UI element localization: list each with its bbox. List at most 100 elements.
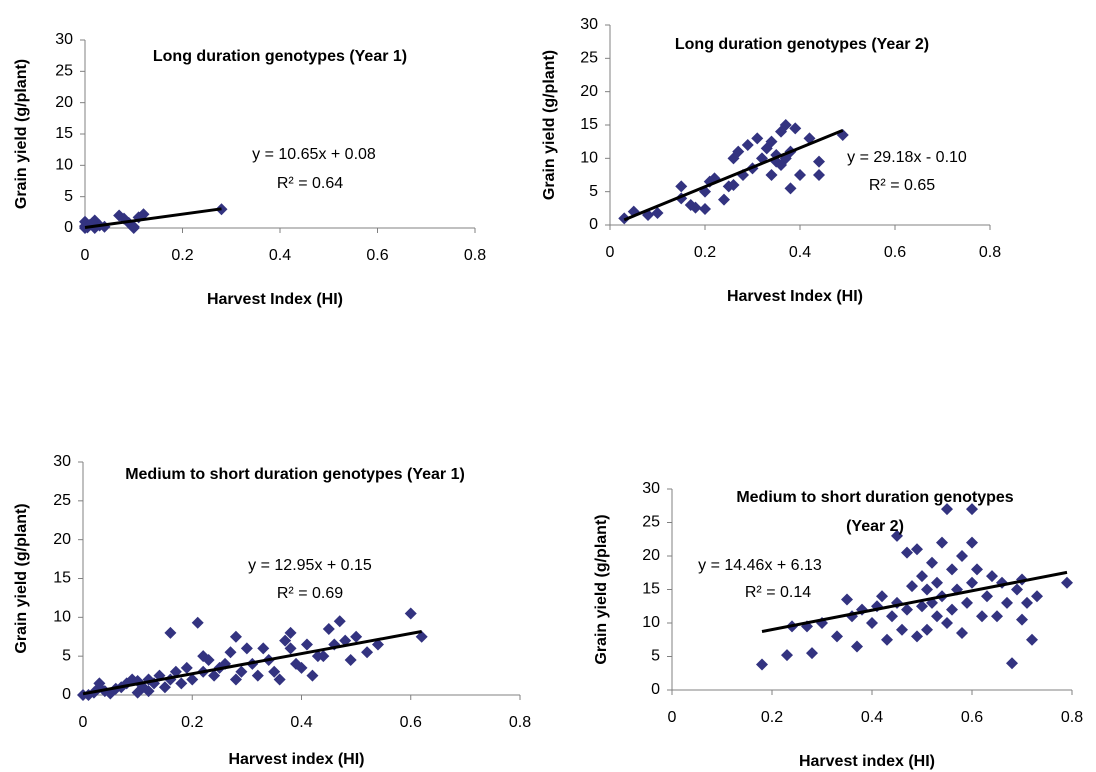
point — [164, 626, 177, 639]
point — [851, 640, 863, 653]
y-tick-label: 20 — [53, 531, 71, 548]
point — [956, 627, 968, 640]
point — [806, 647, 818, 660]
point — [175, 677, 188, 690]
y-axis-label: Grain yield (g/plant) — [13, 503, 30, 653]
chart-title: Medium to short duration genotypes — [736, 489, 1013, 506]
y-tick-label: 20 — [642, 547, 660, 564]
trend-equation: y = 29.18x - 0.10 — [847, 149, 967, 166]
point — [813, 169, 825, 181]
trend-equation: y = 12.95x + 0.15 — [248, 557, 372, 574]
point — [931, 576, 943, 589]
x-tick-label: 0.2 — [181, 714, 203, 731]
y-tick-label: 10 — [642, 614, 660, 631]
y-tick-label: 15 — [53, 570, 71, 587]
x-tick-label: 0.6 — [884, 244, 906, 261]
y-axis-label: Grain yield (g/plant) — [541, 50, 558, 200]
y-tick-label: 15 — [580, 116, 598, 133]
point — [1031, 590, 1043, 603]
point — [224, 646, 237, 659]
x-tick-label: 0.8 — [1061, 709, 1083, 726]
point — [921, 623, 933, 636]
x-tick-label: 0.6 — [961, 709, 983, 726]
point — [1061, 576, 1073, 589]
chart-title: (Year 2) — [846, 518, 904, 535]
point — [333, 615, 346, 628]
point — [906, 580, 918, 593]
point — [186, 673, 199, 686]
y-tick-label: 15 — [55, 125, 73, 142]
y-tick-label: 5 — [589, 183, 598, 200]
point — [916, 600, 928, 613]
trendline — [623, 128, 844, 222]
trend-r2: R² = 0.69 — [277, 585, 343, 602]
point — [1006, 657, 1018, 670]
point — [689, 201, 702, 214]
point — [961, 596, 973, 609]
y-tick-label: 10 — [55, 157, 73, 174]
point — [284, 642, 297, 655]
x-tick-label: 0 — [79, 714, 88, 731]
point — [675, 180, 688, 193]
y-tick-label: 25 — [580, 50, 598, 67]
point — [235, 665, 248, 678]
point — [941, 503, 953, 516]
point — [142, 685, 155, 698]
point — [901, 603, 913, 616]
point — [866, 617, 878, 629]
y-tick-label: 30 — [642, 480, 660, 497]
point — [971, 563, 983, 576]
y-tick-label: 25 — [55, 63, 73, 80]
y-tick-label: 5 — [62, 647, 71, 664]
trendline — [761, 570, 1068, 633]
point — [284, 626, 297, 639]
point — [966, 576, 978, 589]
point — [886, 610, 898, 623]
point — [981, 590, 993, 603]
y-tick-label: 25 — [53, 492, 71, 509]
y-tick-label: 0 — [64, 219, 73, 236]
x-axis-label: Harvest Index (HI) — [727, 288, 863, 305]
point — [361, 646, 374, 659]
point — [273, 673, 286, 686]
x-tick-label: 0.4 — [861, 709, 883, 726]
point — [300, 638, 313, 651]
point — [966, 503, 978, 516]
point — [765, 135, 778, 148]
chart-title: Long duration genotypes (Year 2) — [675, 36, 929, 53]
x-tick-label: 0.4 — [269, 247, 291, 264]
x-tick-label: 0.8 — [509, 714, 531, 731]
point — [813, 155, 825, 168]
point — [350, 630, 363, 643]
point — [794, 169, 806, 181]
point — [93, 677, 106, 690]
point — [976, 610, 988, 623]
trend-equation: y = 14.46x + 6.13 — [698, 557, 822, 574]
trendline — [82, 630, 422, 696]
x-tick-label: 0.2 — [761, 709, 783, 726]
point — [741, 139, 754, 151]
y-axis-label: Grain yield (g/plant) — [593, 514, 610, 664]
y-tick-label: 5 — [64, 188, 73, 205]
point — [191, 616, 204, 629]
x-tick-label: 0.6 — [400, 714, 422, 731]
x-tick-label: 0 — [81, 247, 90, 264]
y-tick-label: 0 — [589, 216, 598, 233]
point — [240, 642, 253, 655]
point — [936, 536, 948, 549]
point — [127, 222, 140, 234]
point — [779, 119, 792, 131]
point — [208, 669, 221, 682]
point — [1011, 583, 1023, 596]
point — [202, 654, 215, 667]
point — [911, 630, 923, 643]
point — [956, 550, 968, 562]
point — [651, 207, 664, 219]
trendline — [84, 207, 222, 229]
point — [317, 650, 330, 663]
point — [765, 169, 778, 181]
point — [789, 122, 802, 135]
point — [966, 536, 978, 549]
y-tick-label: 30 — [55, 31, 73, 48]
